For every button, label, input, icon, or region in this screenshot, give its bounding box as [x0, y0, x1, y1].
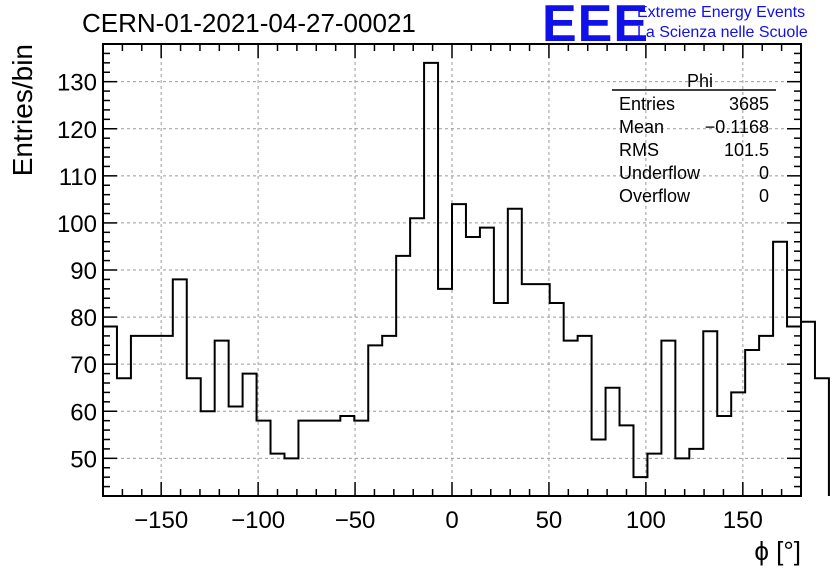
logo-subtitle-2: La Scienza nelle Scuole: [637, 24, 808, 41]
stats-value: 101.5: [724, 140, 769, 160]
y-tick-label: 70: [70, 352, 97, 379]
stats-value: 0: [759, 186, 769, 206]
x-tick-label: −100: [231, 507, 285, 534]
x-axis-label: ϕ [°]: [754, 536, 801, 566]
y-tick-label: 120: [57, 117, 97, 144]
x-tick-label: 100: [626, 507, 666, 534]
logo-subtitle-1: Extreme Energy Events: [637, 4, 806, 21]
eee-logo: EEE: [542, 0, 650, 53]
histogram-outline: [102, 61, 830, 496]
stats-box: Phi Entries 3685 Mean −0.1168 RMS 101.5 Underfl…: [612, 71, 776, 206]
chart-title: CERN-01-2021-04-27-00021: [82, 8, 416, 38]
y-tick-label: 130: [57, 70, 97, 97]
y-tick-label: 100: [57, 211, 97, 238]
stats-title: Phi: [687, 71, 713, 91]
stats-label: RMS: [619, 140, 659, 160]
stats-value: 0: [759, 163, 769, 183]
x-tick-label: 150: [723, 507, 763, 534]
x-tick-label: −150: [134, 507, 188, 534]
y-axis-label: Entries/bin: [7, 44, 38, 176]
y-tick-label: 60: [70, 399, 97, 426]
x-tick-label: −50: [335, 507, 376, 534]
labels-layer: −150 −100 −50 0 50 100 150 50 60 70 80 90 100 110 120 1…: [7, 44, 801, 566]
stats-label: Overflow: [619, 186, 691, 206]
stats-value: 3685: [729, 94, 769, 114]
stats-value: −0.1168: [705, 117, 769, 137]
stats-label: Mean: [619, 117, 664, 137]
y-tick-label: 50: [70, 446, 97, 473]
x-tick-label: 50: [536, 507, 563, 534]
axes-layer: [102, 43, 802, 497]
y-tick-label: 90: [70, 258, 97, 285]
y-tick-label: 80: [70, 305, 97, 332]
x-tick-label: 0: [445, 507, 458, 534]
y-tick-label: 110: [59, 164, 97, 191]
histogram-layer: [102, 61, 830, 496]
stats-label: Underflow: [619, 163, 701, 183]
stats-label: Entries: [619, 94, 675, 114]
